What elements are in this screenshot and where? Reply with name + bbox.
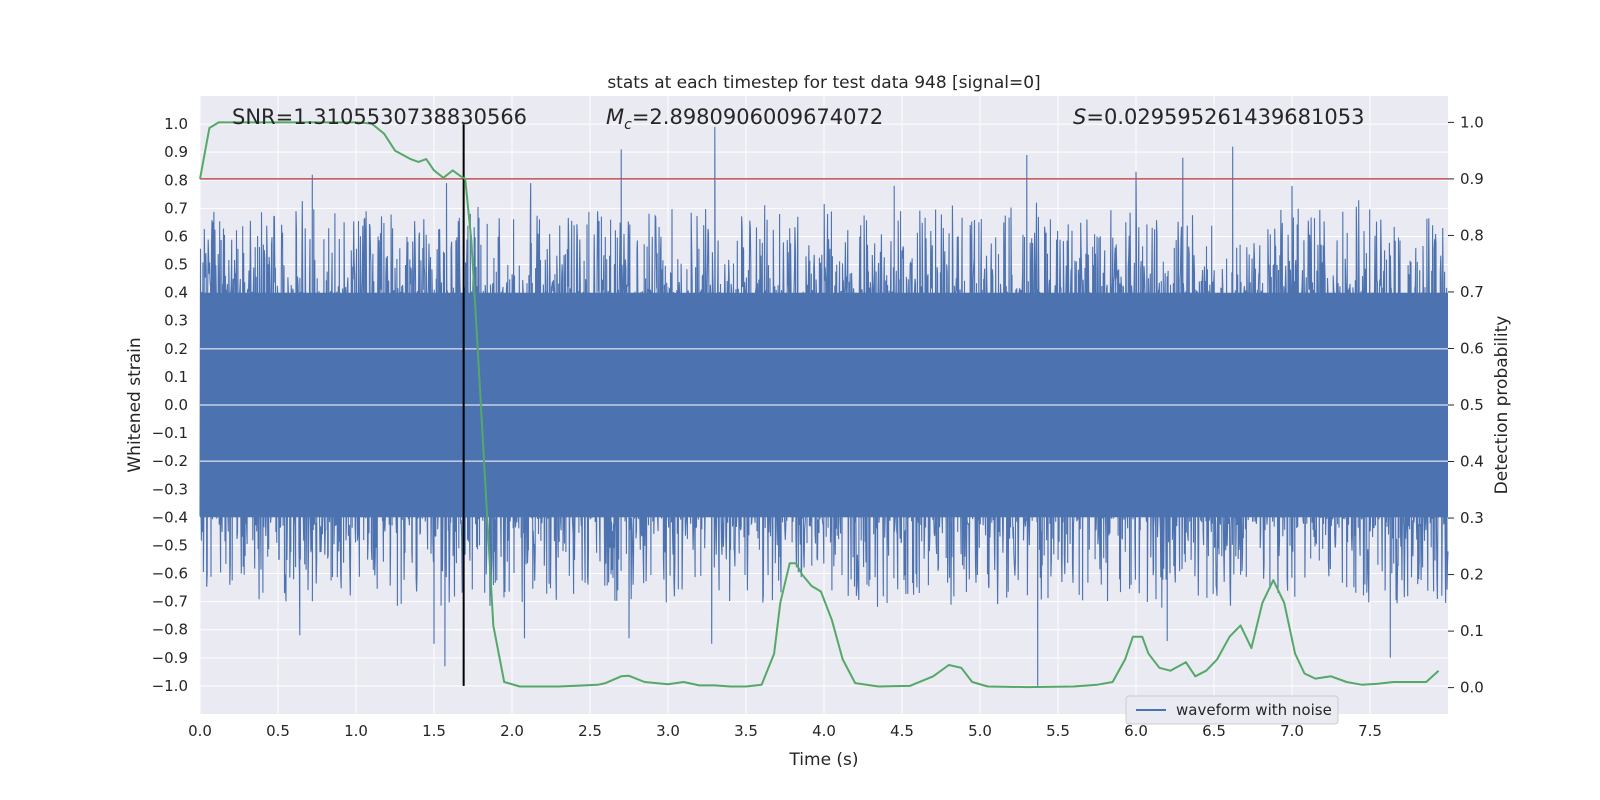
chirp-mass-value: =2.8980906009674072 bbox=[632, 105, 883, 129]
y2-tick-label: 0.5 bbox=[1460, 396, 1484, 414]
y-tick-label: −0.3 bbox=[152, 480, 188, 498]
x-tick-label: 3.0 bbox=[656, 722, 680, 740]
s-symbol: S bbox=[1073, 105, 1086, 129]
x-tick-label: 3.5 bbox=[734, 722, 758, 740]
probability-layer bbox=[199, 121, 1440, 689]
legend-box bbox=[1125, 695, 1339, 725]
y-tick-label: −0.6 bbox=[152, 565, 188, 583]
y-tick-label: 0.1 bbox=[164, 368, 188, 386]
x-tick-label: 2.0 bbox=[500, 722, 524, 740]
y2-tick-label: 0.3 bbox=[1460, 509, 1484, 527]
s-annotation: S=0.029595261439681053 bbox=[1073, 105, 1364, 129]
y2-tick-label: 0.0 bbox=[1460, 679, 1484, 697]
x-tick-label: 5.5 bbox=[1046, 722, 1070, 740]
y2-axis-label: Detection probability bbox=[1492, 316, 1512, 495]
s-value: =0.029595261439681053 bbox=[1086, 105, 1364, 129]
y2-axis-ticks: 1.0 0.9 0.8 0.7 0.6 0.5 0.4 0.3 0.2 0.1 0.0 bbox=[1448, 113, 1484, 697]
y2-tick-label: 0.7 bbox=[1460, 283, 1484, 301]
y-tick-label: 0.0 bbox=[164, 396, 188, 414]
y-tick-label: 1.0 bbox=[164, 115, 188, 133]
y2-tick-label: 0.1 bbox=[1460, 622, 1484, 640]
y-axis-ticks: 1.0 0.9 0.8 0.7 0.6 0.5 0.4 0.3 0.2 0.1 0.0 −0.1 −0.… bbox=[152, 115, 188, 695]
x-axis-label: Time (s) bbox=[788, 750, 858, 770]
x-tick-label: 0.0 bbox=[188, 722, 212, 740]
x-tick-label: 0.5 bbox=[266, 722, 290, 740]
y-tick-label: −0.9 bbox=[152, 649, 188, 667]
y-tick-label: 0.5 bbox=[164, 256, 188, 274]
y-tick-label: −0.8 bbox=[152, 621, 188, 639]
waveform-series bbox=[199, 126, 1449, 686]
y2-tick-label: 0.6 bbox=[1460, 339, 1484, 357]
chirp-mass-subscript: c bbox=[624, 117, 632, 133]
y-tick-label: −0.4 bbox=[152, 508, 188, 526]
y-tick-label: 0.8 bbox=[164, 171, 188, 189]
y-tick-label: 0.9 bbox=[164, 143, 188, 161]
y2-tick-label: 1.0 bbox=[1460, 113, 1484, 131]
y-tick-label: 0.2 bbox=[164, 340, 188, 358]
chirp-mass-symbol: M bbox=[606, 105, 624, 129]
x-tick-label: 4.0 bbox=[812, 722, 836, 740]
x-axis-ticks: 0.0 0.5 1.0 1.5 2.0 2.5 3.0 3.5 4.0 4.5 5.0 5.5 6.0 6… bbox=[188, 722, 1382, 740]
x-tick-label: 1.5 bbox=[422, 722, 446, 740]
y-tick-label: 0.7 bbox=[164, 199, 188, 217]
chirp-mass-annotation: Mc=2.8980906009674072 bbox=[606, 105, 883, 133]
y-tick-label: 0.3 bbox=[164, 312, 188, 330]
snr-annotation: SNR=1.3105530738830566 bbox=[232, 105, 527, 129]
x-tick-label: 1.0 bbox=[344, 722, 368, 740]
x-tick-label: 5.0 bbox=[968, 722, 992, 740]
x-tick-label: 2.5 bbox=[578, 722, 602, 740]
probability-line bbox=[199, 121, 1440, 689]
y-tick-label: −1.0 bbox=[152, 677, 188, 695]
legend: waveform with noise bbox=[1125, 695, 1339, 725]
y-tick-label: −0.5 bbox=[152, 536, 188, 554]
y-axis-label: Whitened strain bbox=[125, 337, 145, 472]
y2-tick-label: 0.4 bbox=[1460, 453, 1484, 471]
x-tick-label: 4.5 bbox=[890, 722, 914, 740]
y2-tick-label: 0.8 bbox=[1460, 226, 1484, 244]
y-tick-label: 0.4 bbox=[164, 284, 188, 302]
y2-tick-label: 0.9 bbox=[1460, 170, 1484, 188]
x-tick-label: 6.5 bbox=[1202, 722, 1226, 740]
y-tick-label: −0.2 bbox=[152, 452, 188, 470]
y2-tick-label: 0.2 bbox=[1460, 566, 1484, 584]
chart-title: stats at each timestep for test data 948… bbox=[607, 73, 1040, 93]
x-tick-label: 6.0 bbox=[1124, 722, 1148, 740]
y-tick-label: 0.6 bbox=[164, 227, 188, 245]
waveform-line bbox=[199, 126, 1449, 686]
y-tick-label: −0.1 bbox=[152, 424, 188, 442]
y-tick-label: −0.7 bbox=[152, 593, 188, 611]
x-tick-label: 7.5 bbox=[1358, 722, 1382, 740]
x-tick-label: 7.0 bbox=[1280, 722, 1304, 740]
legend-label-waveform: waveform with noise bbox=[1176, 701, 1332, 719]
